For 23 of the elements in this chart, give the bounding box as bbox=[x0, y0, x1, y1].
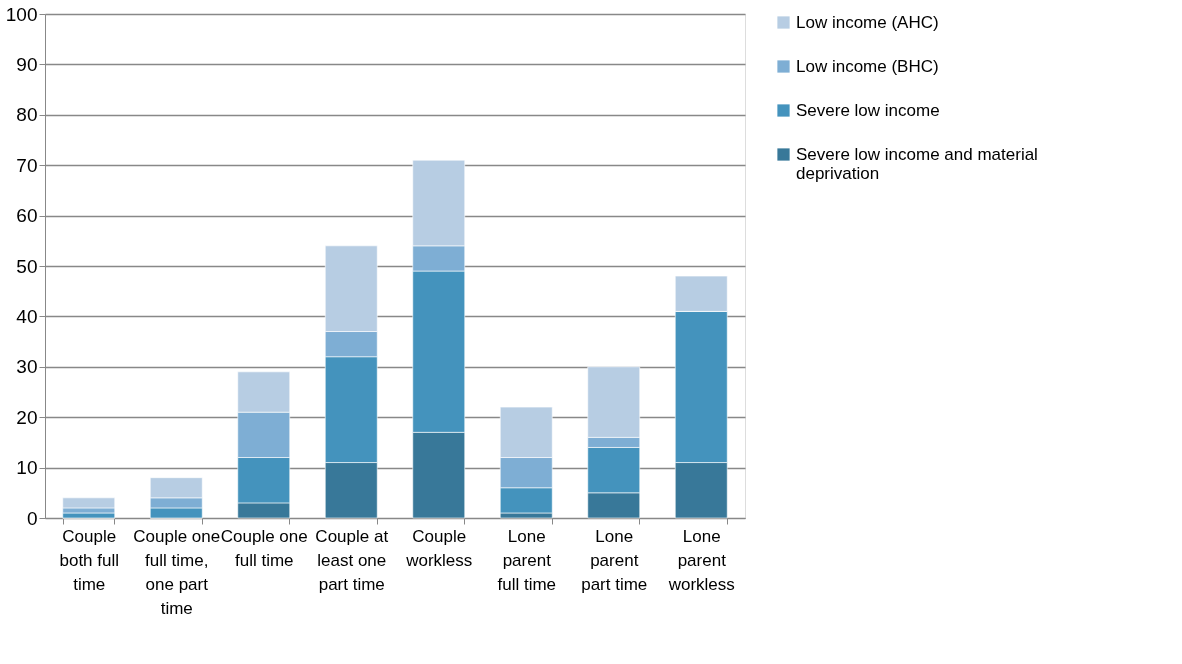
legend-label: Low income (AHC) bbox=[796, 12, 939, 32]
y-tick-label: 80 bbox=[16, 104, 38, 126]
legend-label: Severe low income and material deprivation bbox=[796, 144, 1038, 183]
y-tick-label: 70 bbox=[16, 154, 38, 176]
y-tick-label: 20 bbox=[16, 406, 38, 428]
legend-label: Low income (BHC) bbox=[796, 56, 939, 76]
x-tick-label: Couple at least one part time bbox=[315, 526, 389, 594]
x-tick-label: Lone parent part time bbox=[581, 526, 648, 594]
y-tick-label: 90 bbox=[16, 53, 38, 75]
y-tick-label: 40 bbox=[16, 305, 38, 327]
x-tick-label: Lone parent workless bbox=[667, 526, 735, 594]
x-tick-label: Couple workless bbox=[405, 526, 473, 570]
y-tick-label: 60 bbox=[16, 205, 38, 227]
x-tick-label: Couple both full time bbox=[59, 526, 120, 594]
x-tick-label: Couple one full time bbox=[220, 526, 308, 570]
x-tick-label: Couple one full time, one part time bbox=[133, 526, 221, 618]
y-tick-label: 30 bbox=[16, 356, 38, 378]
legend-label: Severe low income bbox=[796, 100, 940, 120]
x-tick-label: Lone parent full time bbox=[497, 526, 557, 594]
y-tick-label: 10 bbox=[16, 457, 38, 479]
y-tick-label: 100 bbox=[5, 3, 38, 25]
y-tick-label: 50 bbox=[16, 255, 38, 277]
y-tick-label: 0 bbox=[26, 507, 38, 529]
